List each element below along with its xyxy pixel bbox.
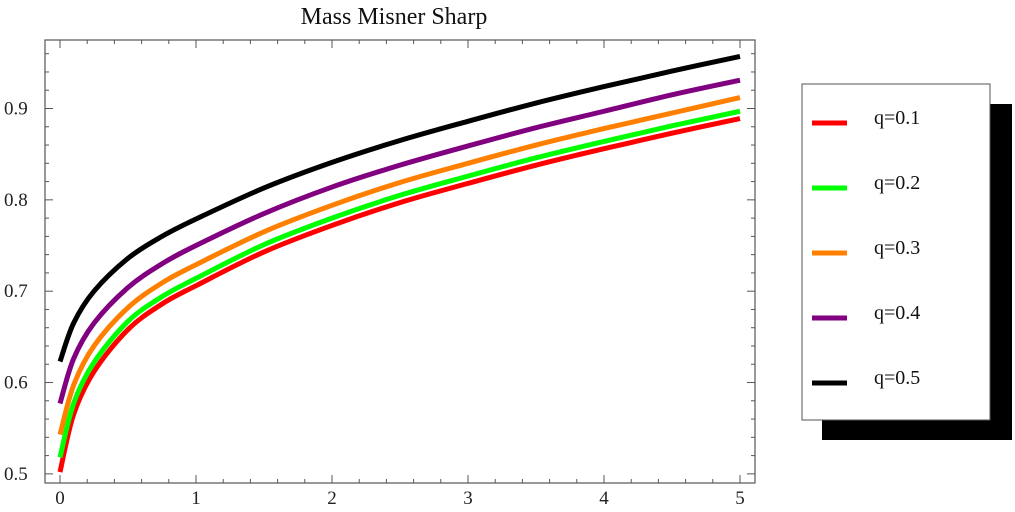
- series-line-q-0-1: [57, 116, 741, 473]
- series-line-q-0-4: [57, 77, 741, 405]
- legend-label: q=0.3: [874, 237, 920, 259]
- legend-label: q=0.1: [874, 107, 920, 129]
- y-tick-label: 0.8: [4, 190, 28, 211]
- legend: q=0.1 q=0.2 q=0.3 q=0.4 q=0.5: [801, 83, 1012, 440]
- x-tick-label: 3: [463, 488, 473, 509]
- series-line-q-0-3: [57, 95, 741, 436]
- series-lines: [57, 53, 741, 473]
- axis-ticks: 0 1 2 3 4 5 0.5 0.6 0.7 0.8 0.9: [4, 40, 755, 509]
- x-tick-label: 1: [191, 488, 201, 509]
- y-tick-label: 0.6: [4, 373, 28, 394]
- x-tick-label: 4: [599, 488, 609, 509]
- x-tick-label: 0: [55, 488, 65, 509]
- x-tick-label: 2: [327, 488, 337, 509]
- x-tick-label: 5: [735, 488, 745, 509]
- legend-label: q=0.4: [874, 302, 920, 324]
- legend-label: q=0.5: [874, 367, 920, 389]
- series-line-q-0-2: [57, 108, 741, 459]
- y-tick-label: 0.5: [4, 464, 28, 485]
- plot-frame: [44, 39, 756, 484]
- chart-title: Mass Misner Sharp: [301, 4, 488, 30]
- y-tick-label: 0.9: [4, 99, 28, 120]
- series-line-q-0-5: [57, 53, 741, 363]
- y-tick-label: 0.7: [4, 281, 28, 302]
- legend-label: q=0.2: [874, 172, 920, 194]
